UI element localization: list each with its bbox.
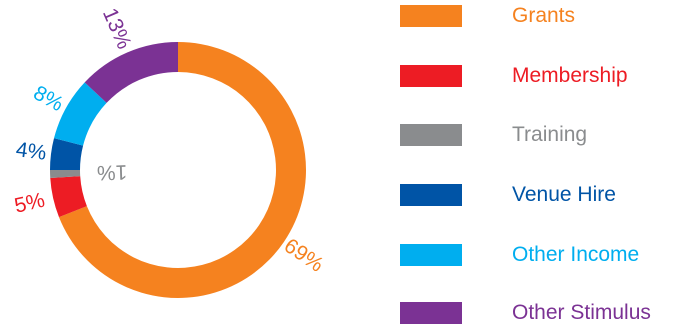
legend-item-training: Training — [400, 120, 685, 150]
legend-label-grants: Grants — [512, 4, 576, 27]
legend-swatch-other-income — [400, 244, 462, 266]
legend-label-membership: Membership — [512, 64, 628, 87]
slice-venue-hire — [50, 138, 84, 170]
legend-item-other-stimulus: Other Stimulus — [400, 298, 685, 328]
data-label-grants: 69% — [280, 234, 328, 277]
legend-swatch-grants — [400, 5, 462, 27]
data-label-membership: 5% — [12, 189, 47, 218]
legend-label-other-stimulus: Other Stimulus — [512, 301, 651, 324]
slice-training — [50, 170, 81, 179]
legend-item-grants: Grants — [400, 1, 685, 31]
legend-item-membership: Membership — [400, 61, 685, 91]
data-label-venue-hire: 4% — [15, 138, 48, 165]
legend-swatch-membership — [400, 65, 462, 87]
legend-label-training: Training — [512, 123, 588, 146]
legend-swatch-other-stimulus — [400, 302, 462, 324]
slice-membership — [50, 176, 87, 218]
slice-other-income — [54, 82, 107, 146]
chart-legend: Grants Membership Training Venue Hire Ot… — [400, 0, 685, 325]
legend-label-other-income: Other Income — [512, 243, 640, 266]
legend-swatch-training — [400, 124, 462, 146]
legend-item-venue-hire: Venue Hire — [400, 180, 685, 210]
data-label-other-income: 8% — [29, 81, 67, 116]
legend-label-venue-hire: Venue Hire — [512, 183, 616, 206]
legend-item-other-income: Other Income — [400, 240, 685, 270]
data-label-training: 1% — [96, 160, 127, 184]
slice-other-stimulus — [84, 42, 178, 103]
legend-swatch-venue-hire — [400, 184, 462, 206]
data-label-other-stimulus: 13% — [98, 5, 136, 53]
